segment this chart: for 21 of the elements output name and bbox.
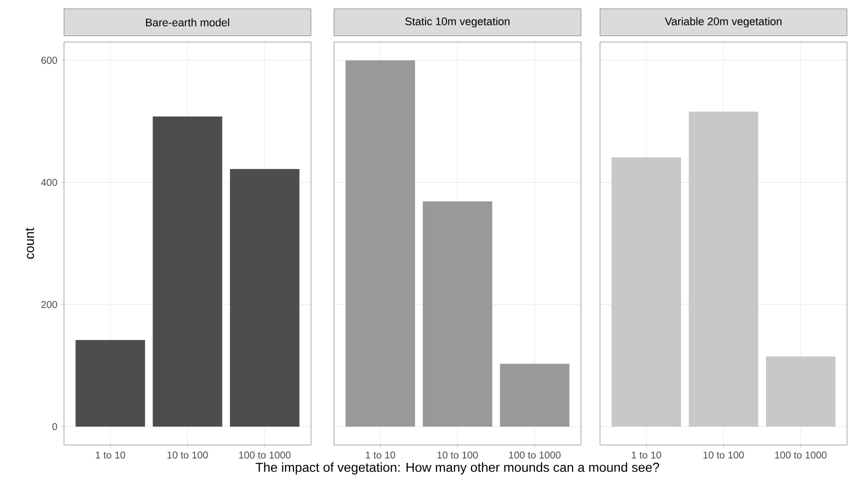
x-tick-label: 100 to 1000	[775, 452, 827, 459]
x-tick-label: 10 to 100	[167, 452, 208, 459]
bar	[76, 340, 146, 427]
x-tick-label: 100 to 1000	[509, 452, 561, 459]
y-tick-label: 600	[41, 56, 58, 64]
x-tick-label: 1 to 10	[96, 452, 126, 459]
bar	[230, 169, 300, 427]
chart-title: Bare-earth model	[146, 18, 230, 26]
y-tick-label: 400	[41, 178, 58, 186]
bar	[152, 116, 222, 427]
y-axis-title: count	[26, 228, 34, 259]
x-tick-label: 10 to 100	[437, 452, 478, 459]
y-tick-label: 0	[52, 423, 58, 430]
x-tick-label: 1 to 10	[366, 452, 396, 459]
x-tick-label: 100 to 1000	[239, 452, 291, 459]
x-axis-title: The impact of vegetation: How many other mounds can a mound see?	[256, 462, 660, 474]
chart-title: Variable 20m vegetation	[664, 17, 782, 28]
chart-title: Static 10m vegetation	[405, 17, 510, 28]
x-tick-label: 1 to 10	[632, 452, 662, 459]
x-tick-label: 10 to 100	[704, 452, 744, 459]
y-tick-label: 200	[41, 301, 58, 308]
